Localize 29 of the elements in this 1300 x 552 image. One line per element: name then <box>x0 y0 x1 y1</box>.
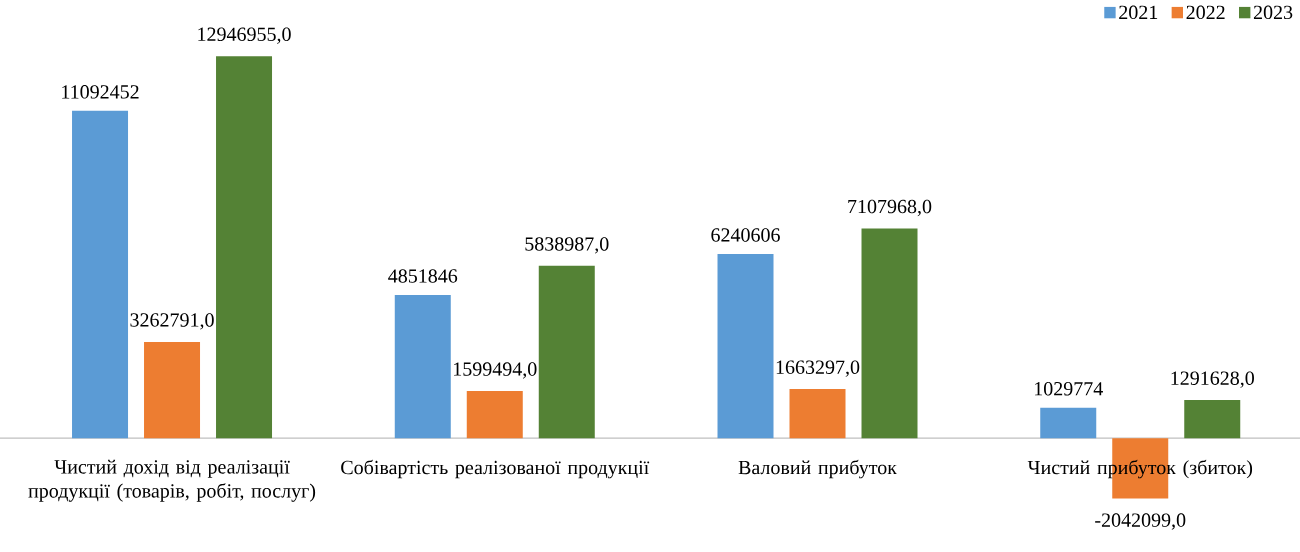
data-label: 1291628,0 <box>1171 371 1254 388</box>
bar <box>789 389 846 439</box>
bar <box>216 56 273 439</box>
data-label: 1029774 <box>1035 382 1103 396</box>
bar <box>1040 407 1097 439</box>
bar <box>466 390 523 439</box>
legend-label: 2023 <box>1253 5 1293 20</box>
bar <box>1184 400 1241 439</box>
bar <box>394 294 451 439</box>
data-label: 5838987,0 <box>525 237 609 254</box>
data-label: 7107968,0 <box>848 199 932 217</box>
data-label: -2042099,0 <box>1095 513 1186 530</box>
bar <box>538 265 595 439</box>
bar <box>144 341 201 439</box>
data-label: 3262791,0 <box>130 313 214 330</box>
data-label: 1663297,0 <box>776 360 860 377</box>
data-label: 1599494,0 <box>454 362 537 379</box>
bar <box>717 254 774 439</box>
legend-label: 2021 <box>1119 5 1158 20</box>
bar <box>72 110 129 439</box>
bar <box>861 228 918 439</box>
x-tick-label: Собівартість реалізованої продукції <box>341 459 650 479</box>
data-label: 11092452 <box>62 85 139 99</box>
data-label: 6240606 <box>711 228 780 242</box>
x-tick-label: Валовий прибуток <box>738 459 897 479</box>
data-label: 4851846 <box>388 269 458 283</box>
x-tick-label: Чистий дохід від реалізації продукції (товарів, робіт, послуг) <box>28 459 316 502</box>
legend-label: 2022 <box>1186 5 1225 20</box>
data-label: 12946955,0 <box>198 27 291 44</box>
